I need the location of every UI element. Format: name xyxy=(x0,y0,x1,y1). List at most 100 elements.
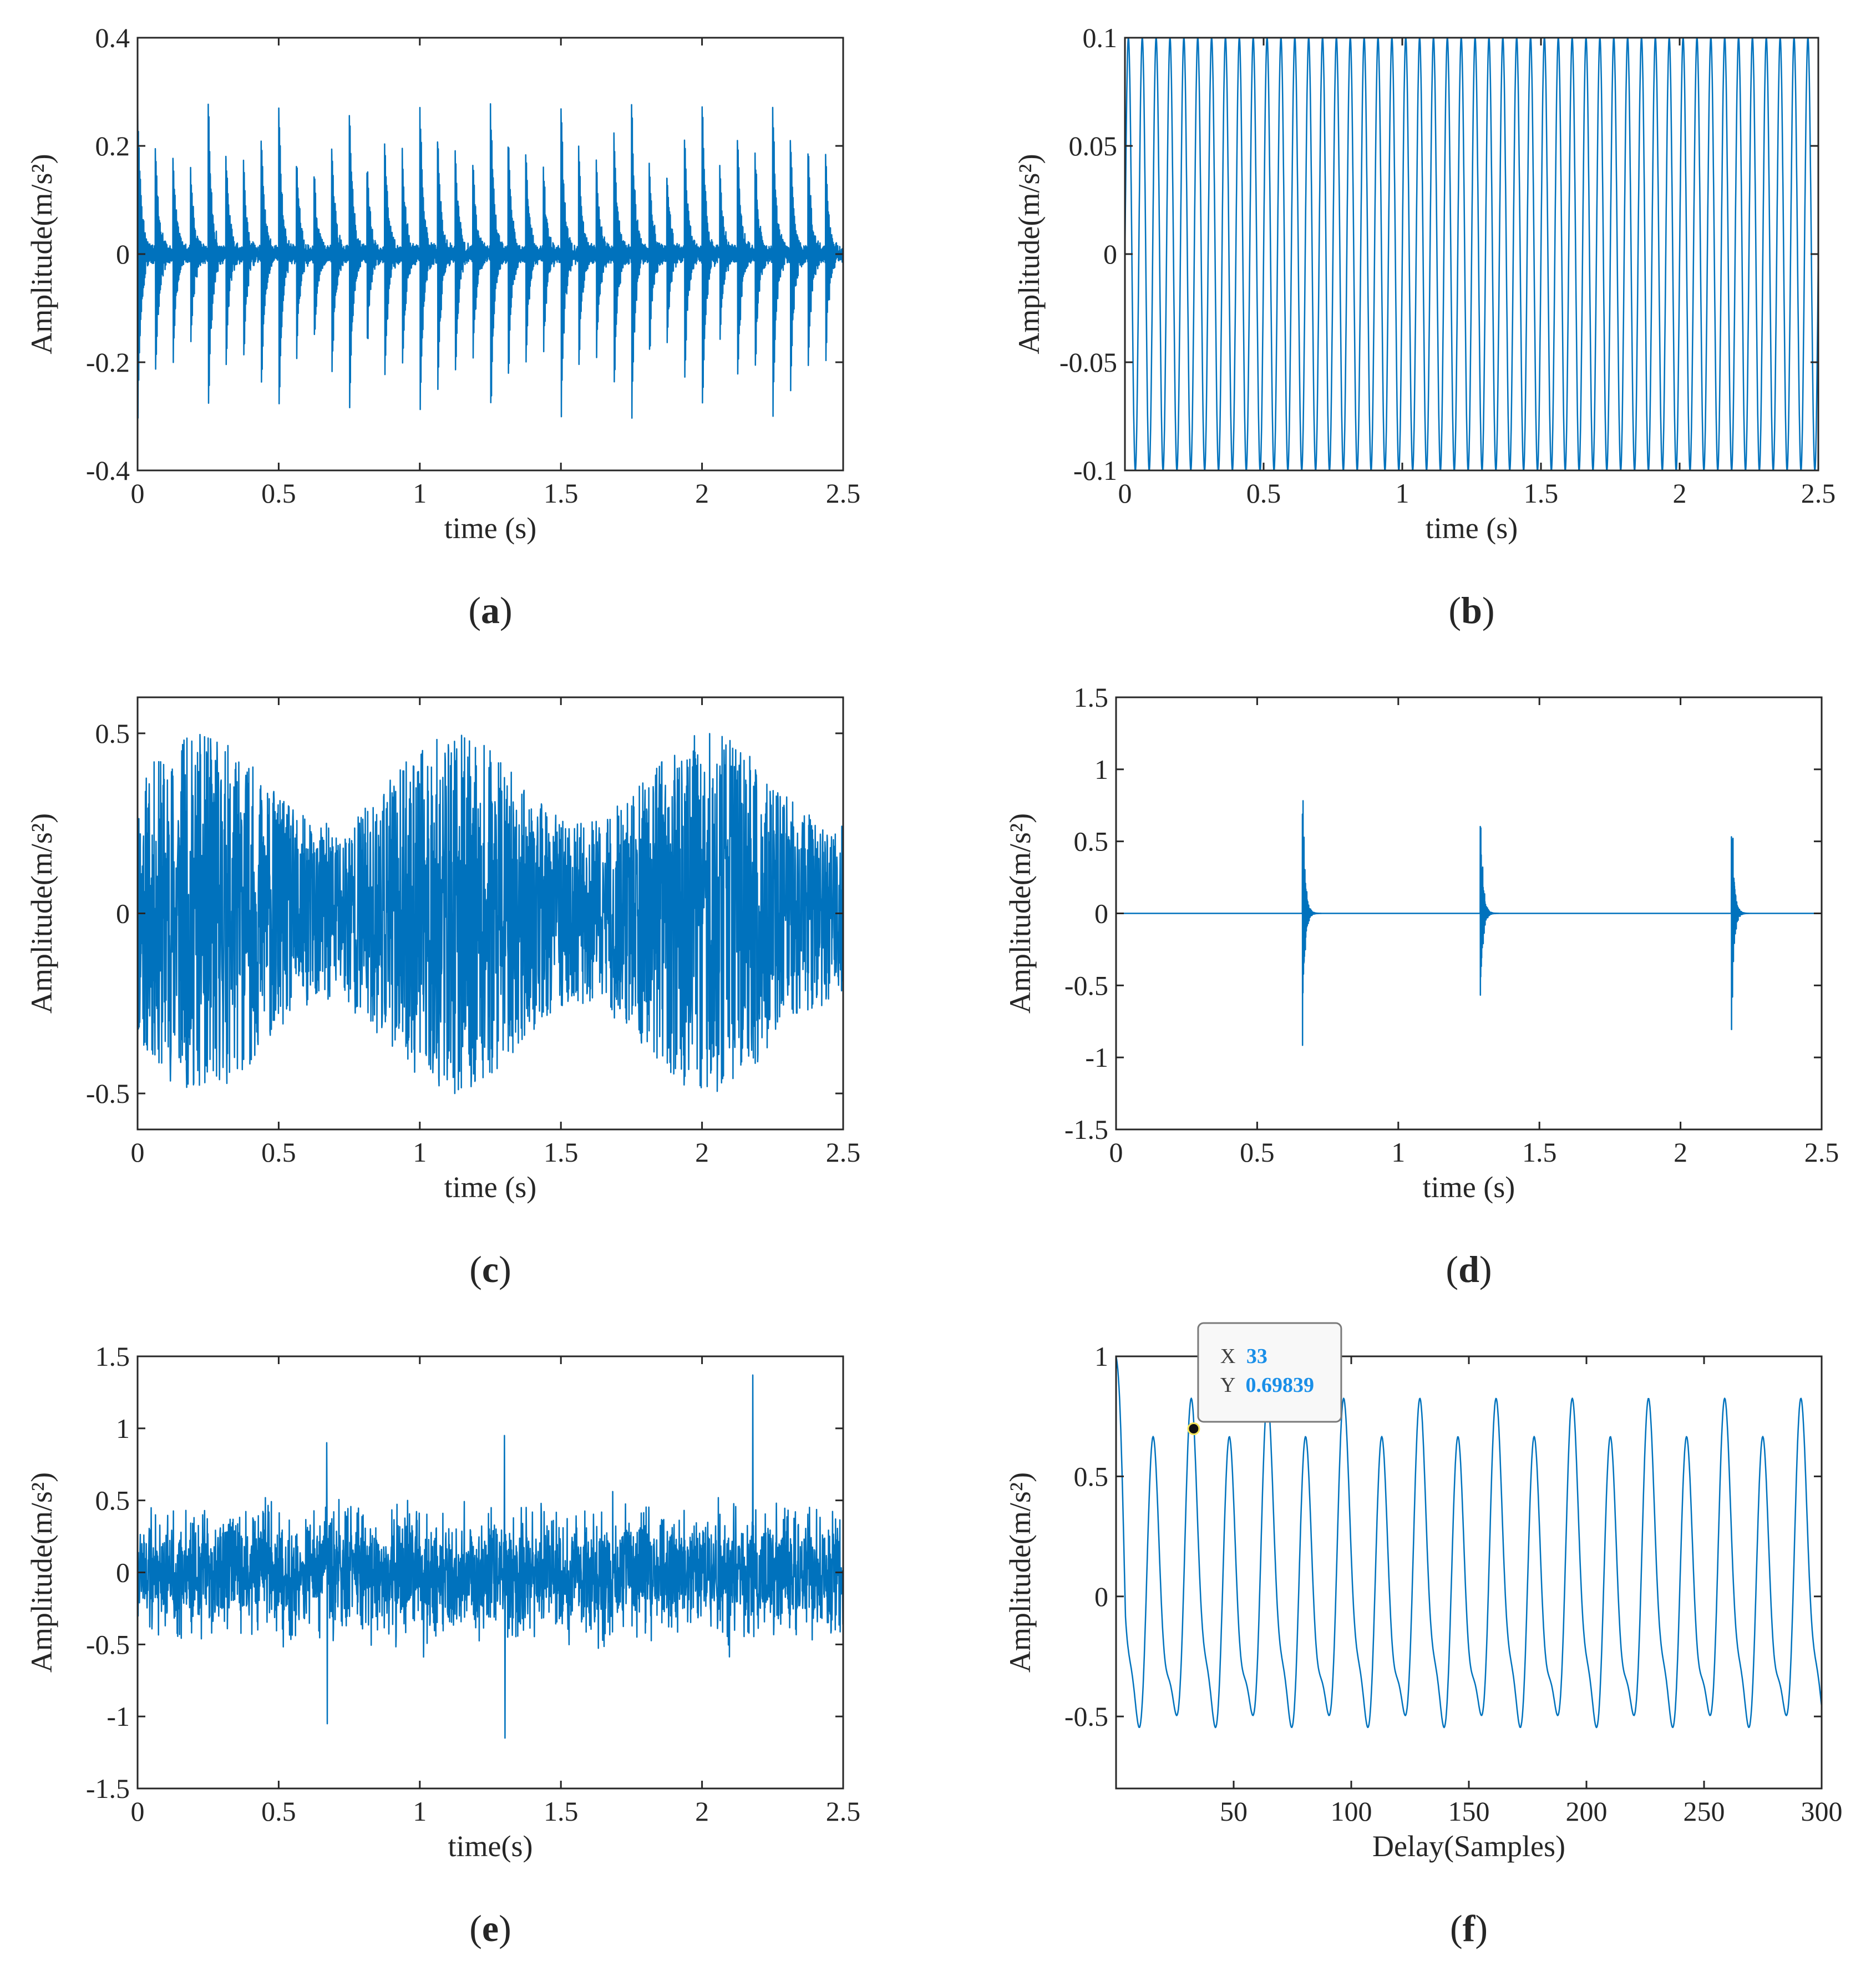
x-axis-label: time (s) xyxy=(444,511,536,545)
panel-caption: (a) xyxy=(468,589,512,631)
x-axis-label: time (s) xyxy=(444,1171,536,1204)
x-tick-label: 0 xyxy=(131,1796,145,1827)
y-axis-label: Amplitude(m/s²) xyxy=(25,813,58,1014)
x-tick-label: 1 xyxy=(413,1137,427,1168)
caption-paren: ) xyxy=(1479,1248,1492,1290)
caption-letter: b xyxy=(1461,589,1482,631)
panel-caption: (b) xyxy=(1448,589,1494,631)
x-axis-label: time (s) xyxy=(1423,1171,1515,1204)
y-tick-label: 0.5 xyxy=(1074,826,1109,857)
caption-paren: ( xyxy=(469,1248,482,1290)
y-tick-label: 0.05 xyxy=(1069,130,1118,161)
y-tick-label: -0.2 xyxy=(86,347,130,378)
x-tick-label: 50 xyxy=(1220,1796,1248,1827)
x-tick-label: 2.5 xyxy=(1801,478,1836,509)
series-line-a xyxy=(138,102,843,419)
x-tick-label: 0.5 xyxy=(261,1796,296,1827)
caption-paren: ) xyxy=(499,1907,511,1949)
caption-paren: ) xyxy=(499,1248,511,1290)
datatip[interactable]: X 33 Y 0.69839 xyxy=(1187,1322,1342,1436)
series-line-b xyxy=(1125,38,1818,470)
datatip-x-value: 33 xyxy=(1246,1345,1267,1368)
panel-caption: (c) xyxy=(469,1248,511,1290)
caption-letter: d xyxy=(1458,1248,1479,1290)
chart-b: 0 0.5 1 1.5 2 2.5 -0.1 -0.05 0 0.05 0.1 time (s) Amp… xyxy=(1012,22,1836,631)
x-tick-label: 1 xyxy=(1391,1137,1405,1168)
y-tick-label: -0.4 xyxy=(86,455,130,486)
x-tick-label: 0.5 xyxy=(261,1137,296,1168)
x-tick-label: 2.5 xyxy=(826,1796,861,1827)
caption-paren: ( xyxy=(1446,1248,1458,1290)
y-tick-label: -0.05 xyxy=(1059,347,1117,378)
y-axis-label: Amplitude(m/s²) xyxy=(1012,154,1046,354)
panel-caption: (d) xyxy=(1446,1248,1492,1290)
y-tick-label: 1.5 xyxy=(1074,682,1109,713)
y-tick-label: 0 xyxy=(116,898,130,929)
panel-caption: (f) xyxy=(1450,1907,1488,1949)
datatip-marker[interactable] xyxy=(1187,1422,1200,1436)
y-tick-label: -0.1 xyxy=(1073,455,1117,486)
x-tick-label: 300 xyxy=(1801,1796,1843,1827)
y-tick-label: 1 xyxy=(1094,754,1108,785)
datatip-box xyxy=(1197,1322,1342,1423)
caption-letter: c xyxy=(482,1248,499,1290)
x-tick-label: 2.5 xyxy=(826,1137,861,1168)
chart-f: 50 100 150 200 250 300 -0.5 0 0.5 1 Delay(Samples)… xyxy=(1003,1322,1843,1949)
x-tick-label: 1.5 xyxy=(1524,478,1559,509)
y-tick-label: -0.5 xyxy=(1064,1701,1108,1732)
y-tick-label: 0 xyxy=(116,239,130,270)
x-tick-label: 0.5 xyxy=(1246,478,1281,509)
x-tick-label: 0 xyxy=(131,478,145,509)
y-tick-label: 1 xyxy=(116,1413,130,1444)
x-tick-label: 1.5 xyxy=(544,478,579,509)
x-tick-label: 1 xyxy=(1396,478,1409,509)
y-tick-label: 0.4 xyxy=(95,22,130,53)
datatip-y-row: Y 0.69839 xyxy=(1220,1374,1314,1397)
x-tick-label: 2 xyxy=(1674,1137,1687,1168)
x-tick-label: 2 xyxy=(695,1796,709,1827)
series-line-d xyxy=(1116,800,1822,1046)
x-tick-label: 2 xyxy=(695,1137,709,1168)
series-line-f xyxy=(1116,1356,1822,1729)
x-tick-label: 0.5 xyxy=(1240,1137,1275,1168)
y-tick-label: -1.5 xyxy=(86,1773,130,1804)
x-axis-label: time (s) xyxy=(1426,511,1518,545)
caption-letter: a xyxy=(481,589,500,631)
x-axis-label: Delay(Samples) xyxy=(1372,1830,1565,1863)
y-tick-label: -0.5 xyxy=(86,1629,130,1660)
x-tick-label: 2.5 xyxy=(826,478,861,509)
caption-paren: ) xyxy=(1475,1907,1488,1949)
x-tick-label: 2 xyxy=(1673,478,1687,509)
y-tick-label: -0.5 xyxy=(1064,970,1108,1001)
y-axis-label: Amplitude(m/s²) xyxy=(1003,813,1037,1014)
panel-caption: (e) xyxy=(469,1907,511,1949)
y-tick-label: 0.5 xyxy=(1074,1461,1109,1492)
x-tick-label: 200 xyxy=(1566,1796,1608,1827)
x-tick-label: 0 xyxy=(131,1137,145,1168)
y-tick-label: 1.5 xyxy=(95,1341,130,1372)
y-axis-label: Amplitude(m/s²) xyxy=(25,154,58,354)
caption-paren: ( xyxy=(1448,589,1461,631)
y-axis-label: Amplitude(m/s²) xyxy=(1003,1472,1037,1673)
x-tick-label: 0.5 xyxy=(261,478,296,509)
datatip-y-key: Y xyxy=(1220,1374,1240,1397)
y-tick-label: 0.5 xyxy=(95,1485,130,1516)
caption-letter: e xyxy=(482,1907,499,1949)
y-tick-label: 0 xyxy=(1094,1581,1108,1612)
y-tick-label: -0.5 xyxy=(86,1078,130,1109)
y-tick-label: 1 xyxy=(1094,1341,1108,1372)
y-tick-label: 0.1 xyxy=(1083,22,1118,53)
x-tick-label: 100 xyxy=(1331,1796,1372,1827)
caption-paren: ( xyxy=(468,589,481,631)
y-tick-label: -1 xyxy=(1085,1042,1108,1073)
y-tick-label: 0 xyxy=(1094,898,1108,929)
chart-e: 0 0.5 1 1.5 2 2.5 -1.5 -1 -0.5 0 0.5 1 1.5 time(s) Amp… xyxy=(25,1341,860,1949)
series-line-e xyxy=(138,1374,843,1739)
x-tick-label: 0 xyxy=(1109,1137,1123,1168)
y-tick-label: 0 xyxy=(116,1557,130,1588)
x-tick-label: 1.5 xyxy=(1522,1137,1557,1168)
y-tick-label: -1 xyxy=(107,1701,130,1732)
y-axis-label: Amplitude(m/s²) xyxy=(25,1472,58,1673)
